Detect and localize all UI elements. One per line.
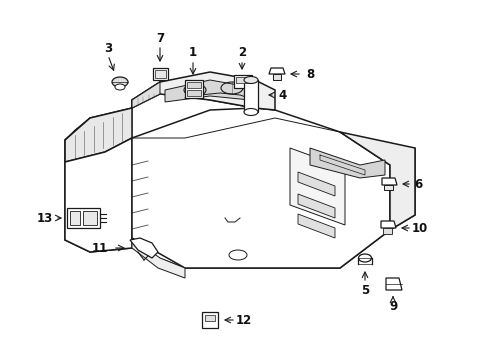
Polygon shape (236, 77, 249, 83)
Polygon shape (297, 194, 334, 218)
Polygon shape (70, 211, 80, 225)
Polygon shape (67, 208, 100, 228)
Ellipse shape (115, 84, 125, 90)
Text: 12: 12 (235, 314, 252, 327)
Text: 5: 5 (360, 284, 368, 297)
Polygon shape (184, 80, 203, 98)
Polygon shape (381, 178, 396, 185)
Polygon shape (268, 68, 285, 74)
Polygon shape (155, 70, 165, 78)
Ellipse shape (244, 77, 258, 84)
Polygon shape (132, 108, 389, 268)
Polygon shape (204, 315, 215, 321)
Text: 3: 3 (104, 41, 112, 54)
Polygon shape (132, 72, 274, 110)
Polygon shape (234, 75, 251, 88)
Polygon shape (380, 221, 395, 228)
Polygon shape (65, 138, 132, 252)
Polygon shape (132, 82, 160, 108)
Polygon shape (164, 80, 254, 102)
Polygon shape (186, 90, 201, 96)
Polygon shape (309, 148, 384, 178)
Polygon shape (383, 185, 392, 190)
Text: 7: 7 (156, 32, 164, 45)
Text: 13: 13 (37, 212, 53, 225)
Polygon shape (289, 148, 345, 225)
Polygon shape (202, 312, 218, 328)
Polygon shape (130, 238, 158, 258)
Polygon shape (83, 211, 97, 225)
Text: 11: 11 (92, 242, 108, 255)
Ellipse shape (244, 108, 258, 116)
Polygon shape (272, 74, 281, 80)
Polygon shape (65, 82, 414, 268)
Ellipse shape (112, 77, 128, 87)
Text: 9: 9 (388, 301, 396, 314)
Polygon shape (65, 108, 132, 162)
Text: 8: 8 (305, 68, 313, 81)
Polygon shape (297, 172, 334, 196)
Text: 6: 6 (413, 177, 421, 190)
Text: 1: 1 (188, 45, 197, 59)
Polygon shape (297, 214, 334, 238)
Text: 10: 10 (411, 221, 427, 234)
Polygon shape (132, 238, 184, 278)
Text: 4: 4 (278, 89, 286, 102)
Text: 2: 2 (238, 45, 245, 59)
Ellipse shape (358, 254, 371, 262)
Polygon shape (385, 278, 401, 290)
Polygon shape (153, 68, 168, 80)
Polygon shape (244, 80, 258, 112)
Polygon shape (186, 82, 201, 88)
Polygon shape (382, 228, 391, 234)
Polygon shape (339, 132, 414, 230)
